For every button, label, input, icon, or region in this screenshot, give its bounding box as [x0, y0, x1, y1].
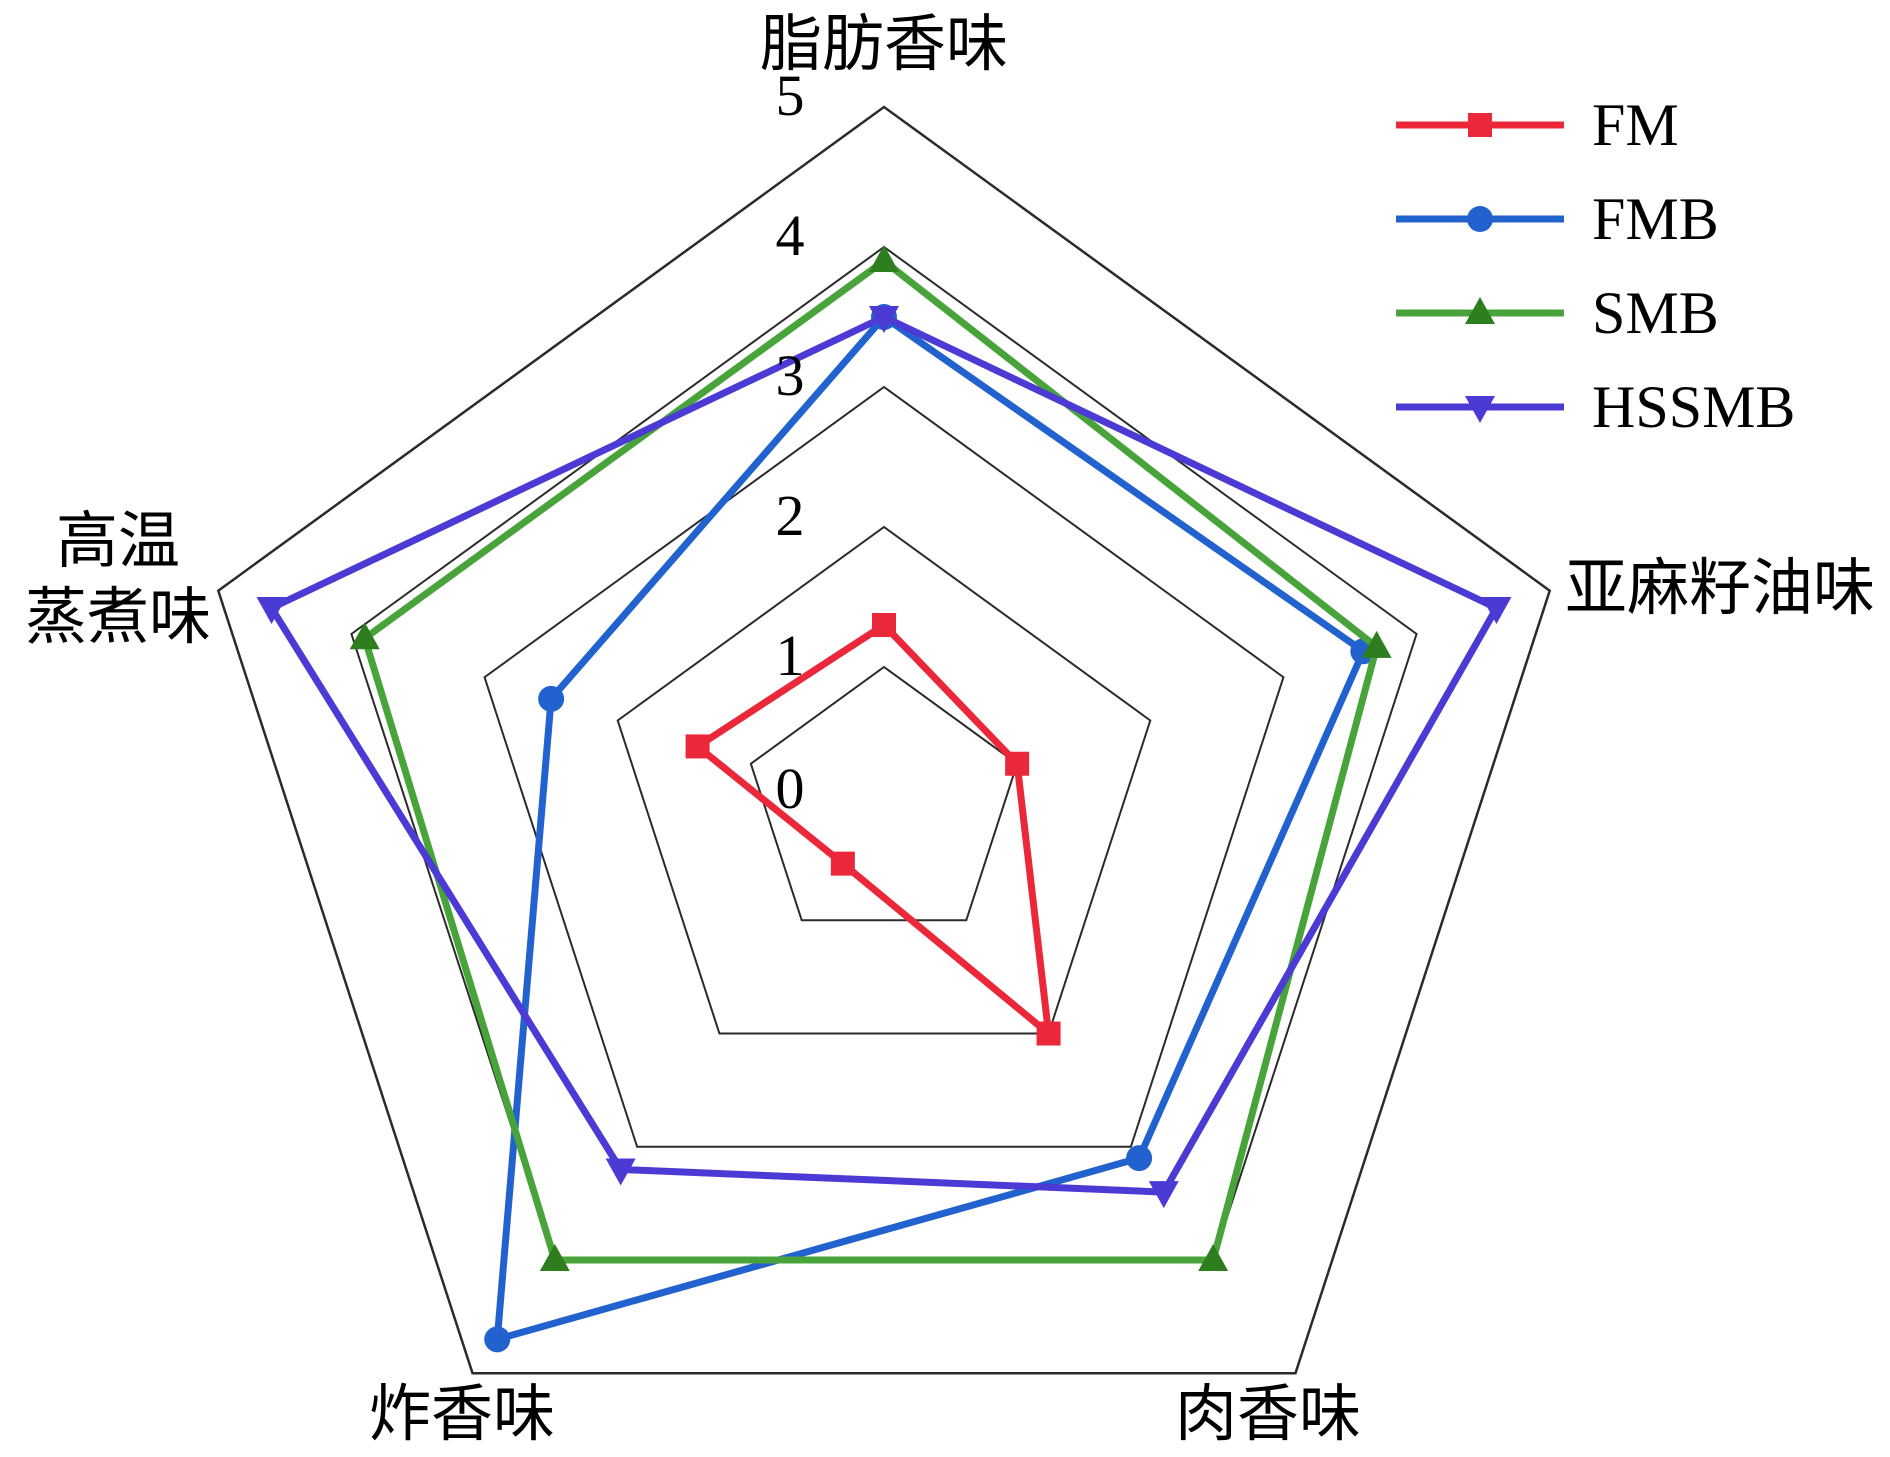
tick-label-4: 4	[775, 203, 805, 268]
legend-item-hssmb: HSSMB	[1390, 360, 1795, 454]
legend-swatch-fmb	[1396, 206, 1564, 232]
axis-label-fried-aroma: 炸香味	[368, 1381, 556, 1449]
marker-FMB-2	[1126, 1145, 1153, 1172]
marker-FMB-3	[484, 1326, 511, 1353]
tick-label-1: 1	[775, 623, 805, 688]
legend-marker-SMB	[1465, 297, 1495, 324]
marker-SMB-1	[1361, 630, 1392, 658]
marker-HSSMB-3	[605, 1158, 636, 1186]
axis-label-linseed-oil: 亚麻籽油味	[1565, 555, 1876, 623]
legend-label-smb: SMB	[1592, 280, 1719, 346]
series-line-FMB	[493, 313, 1367, 1343]
legend-label-fm: FM	[1592, 92, 1679, 158]
marker-FM-2	[1036, 1021, 1061, 1046]
marker-FM-0	[872, 613, 896, 637]
legend-marker-FMB	[1467, 206, 1493, 232]
marker-FMB-4	[538, 685, 565, 712]
marker-SMB-4	[349, 622, 380, 650]
axis-label-fat-aroma: 脂肪香味	[759, 11, 1009, 79]
marker-FM-1	[1005, 751, 1030, 776]
tick-label-0: 0	[775, 756, 805, 821]
legend: FM FMB SMB HSSMB	[1390, 78, 1795, 454]
legend-marker-FM	[1468, 113, 1492, 137]
legend-label-hssmb: HSSMB	[1592, 374, 1796, 440]
axis-label-meat-aroma: 肉香味	[1174, 1381, 1362, 1449]
marker-HSSMB-1	[1481, 596, 1512, 624]
grid-ring-2	[616, 525, 1152, 1035]
series-line-FM	[694, 621, 1053, 1038]
marker-FM-4	[685, 734, 710, 759]
series-line-SMB	[361, 257, 1381, 1264]
legend-swatch-hssmb	[1396, 396, 1564, 423]
legend-marker-HSSMB	[1465, 396, 1495, 423]
marker-HSSMB-0	[869, 306, 899, 333]
marker-HSSMB-4	[256, 596, 287, 624]
marker-HSSMB-2	[1148, 1181, 1179, 1209]
legend-item-fm: FM	[1390, 78, 1795, 172]
legend-swatch-smb	[1396, 297, 1564, 324]
axis-label-steamed-flavor: 高温 蒸煮味	[24, 508, 211, 652]
marker-FM-3	[830, 851, 855, 876]
series-line-HSSMB	[268, 313, 1500, 1196]
tick-label-2: 2	[775, 483, 805, 548]
marker-SMB-2	[1198, 1244, 1229, 1272]
grid-ring-5	[216, 105, 1552, 1375]
marker-SMB-0	[869, 245, 899, 272]
tick-label-5: 5	[775, 63, 805, 128]
legend-item-fmb: FMB	[1390, 172, 1795, 266]
legend-item-smb: SMB	[1390, 266, 1795, 360]
tick-label-3: 3	[775, 343, 805, 408]
legend-label-fmb: FMB	[1592, 186, 1719, 252]
grid-ring-3	[483, 385, 1285, 1148]
marker-SMB-3	[539, 1244, 570, 1272]
legend-swatch-fm	[1396, 113, 1564, 137]
grid-ring-1	[749, 665, 1019, 922]
